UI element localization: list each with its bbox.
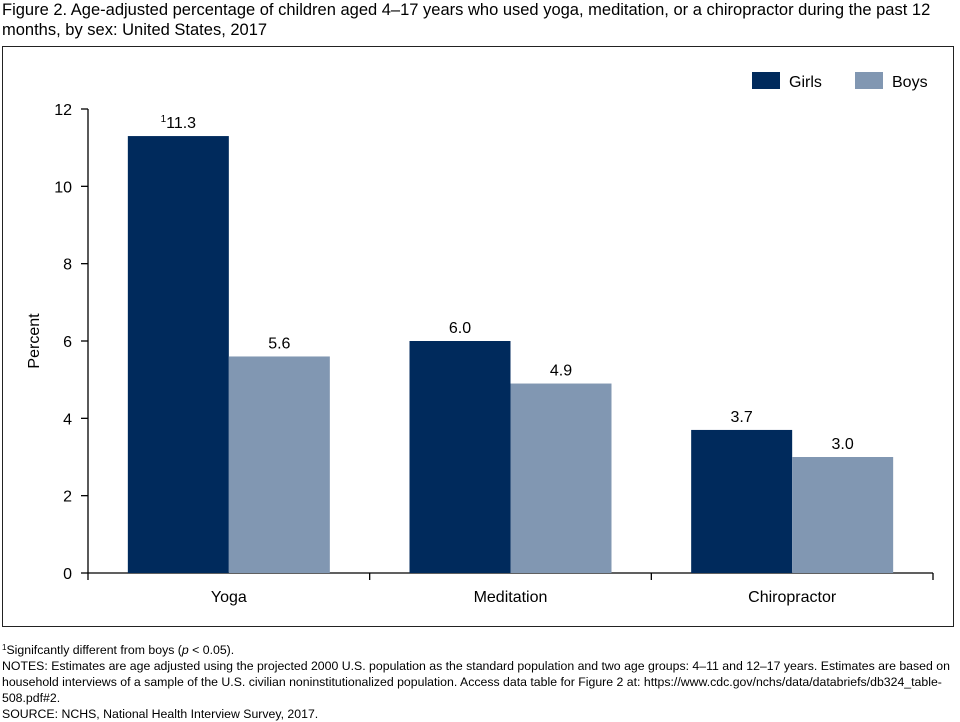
bar-girls-meditation (409, 341, 511, 573)
y-tick-label: 10 (54, 179, 72, 196)
bar-boys-yoga (228, 356, 330, 573)
notes-text: NOTES: Estimates are age adjusted using … (2, 659, 950, 705)
bar-girls-chiropractor (691, 429, 793, 573)
legend-swatch-girls (752, 72, 780, 89)
data-label-boys-chiropractor: 3.0 (832, 436, 854, 453)
y-tick-label: 8 (63, 257, 72, 274)
significance-footnote: 1Signifcantly different from boys (p < 0… (2, 640, 957, 658)
footnote-marker: 1 (2, 643, 7, 652)
y-tick-label: 6 (63, 334, 72, 351)
footnote-text-b: < 0.05). (188, 643, 235, 657)
x-category-label: Yoga (211, 589, 247, 606)
data-label-boys-meditation: 4.9 (550, 363, 572, 380)
y-tick-label: 0 (63, 566, 72, 583)
legend-label-girls: Girls (789, 74, 822, 91)
source-text: SOURCE: NCHS, National Health Interview … (2, 707, 319, 721)
footnote-marker: 1 (161, 114, 167, 125)
bar-boys-meditation (510, 383, 612, 573)
y-tick-label: 2 (63, 489, 72, 506)
data-label-girls-meditation: 6.0 (449, 320, 471, 337)
bar-boys-chiropractor (792, 457, 894, 573)
chart-frame (2, 46, 954, 627)
x-category-label: Meditation (474, 589, 548, 606)
y-tick-label: 12 (54, 102, 72, 119)
chart-title: Figure 2. Age-adjusted percentage of chi… (2, 1, 931, 39)
footnote-p: p (181, 643, 189, 657)
y-tick-label: 4 (63, 411, 72, 428)
legend-swatch-boys (855, 72, 883, 89)
footnotes: 1Signifcantly different from boys (p < 0… (2, 640, 957, 722)
legend-label-boys: Boys (892, 74, 928, 91)
data-label-girls-chiropractor: 3.7 (731, 409, 753, 426)
data-value: 11.3 (166, 115, 196, 132)
y-axis-title: Percent (26, 313, 43, 369)
footnote-text-a: Signifcantly different from boys ( (6, 643, 182, 657)
x-category-label: Chiropractor (748, 589, 837, 606)
data-label-girls-yoga: 111.3 (161, 114, 197, 132)
bar-girls-yoga (127, 136, 229, 574)
data-label-boys-yoga: 5.6 (268, 335, 290, 352)
